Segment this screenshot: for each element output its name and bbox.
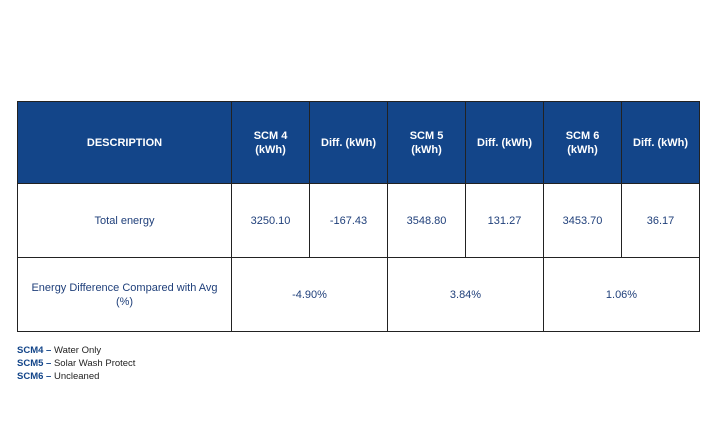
scm5-energy-value: 3548.80 (387, 183, 466, 258)
legend-text-scm6: Uncleaned (51, 371, 100, 382)
table-header-row: DESCRIPTION SCM 4 (kWh) Diff. (kWh) SCM … (17, 101, 700, 184)
header-description: DESCRIPTION (17, 101, 232, 184)
table-row-energy-difference: Energy Difference Compared with Avg (%) … (17, 257, 700, 332)
total-energy-label: Total energy (17, 183, 232, 258)
scm4-percent-diff: -4.90% (231, 257, 388, 332)
header-diff-scm4: Diff. (kWh) (309, 101, 388, 184)
scm4-diff-value: -167.43 (309, 183, 388, 258)
legend-key-scm4: SCM4 – (17, 345, 52, 356)
header-diff-scm5: Diff. (kWh) (465, 101, 544, 184)
scm6-energy-value: 3453.70 (543, 183, 622, 258)
scm6-diff-value: 36.17 (621, 183, 700, 258)
header-scm5: SCM 5 (kWh) (387, 101, 466, 184)
scm6-percent-diff: 1.06% (543, 257, 700, 332)
legend-item-scm4: SCM4 – Water Only (17, 344, 135, 357)
energy-comparison-table: DESCRIPTION SCM 4 (kWh) Diff. (kWh) SCM … (17, 101, 700, 332)
legend-item-scm6: SCM6 – Uncleaned (17, 370, 135, 383)
legend-text-scm5: Solar Wash Protect (51, 358, 136, 369)
scm4-energy-value: 3250.10 (231, 183, 310, 258)
legend-key-scm5: SCM5 – (17, 358, 52, 369)
header-diff-scm6: Diff. (kWh) (621, 101, 700, 184)
legend-text-scm4: Water Only (51, 345, 102, 356)
legend: SCM4 – Water Only SCM5 – Solar Wash Prot… (17, 344, 135, 383)
energy-difference-label: Energy Difference Compared with Avg (%) (17, 257, 232, 332)
scm5-diff-value: 131.27 (465, 183, 544, 258)
header-scm6: SCM 6 (kWh) (543, 101, 622, 184)
table-row-total-energy: Total energy 3250.10 -167.43 3548.80 131… (17, 183, 700, 258)
legend-item-scm5: SCM5 – Solar Wash Protect (17, 357, 135, 370)
legend-key-scm6: SCM6 – (17, 371, 52, 382)
scm5-percent-diff: 3.84% (387, 257, 544, 332)
header-scm4: SCM 4 (kWh) (231, 101, 310, 184)
